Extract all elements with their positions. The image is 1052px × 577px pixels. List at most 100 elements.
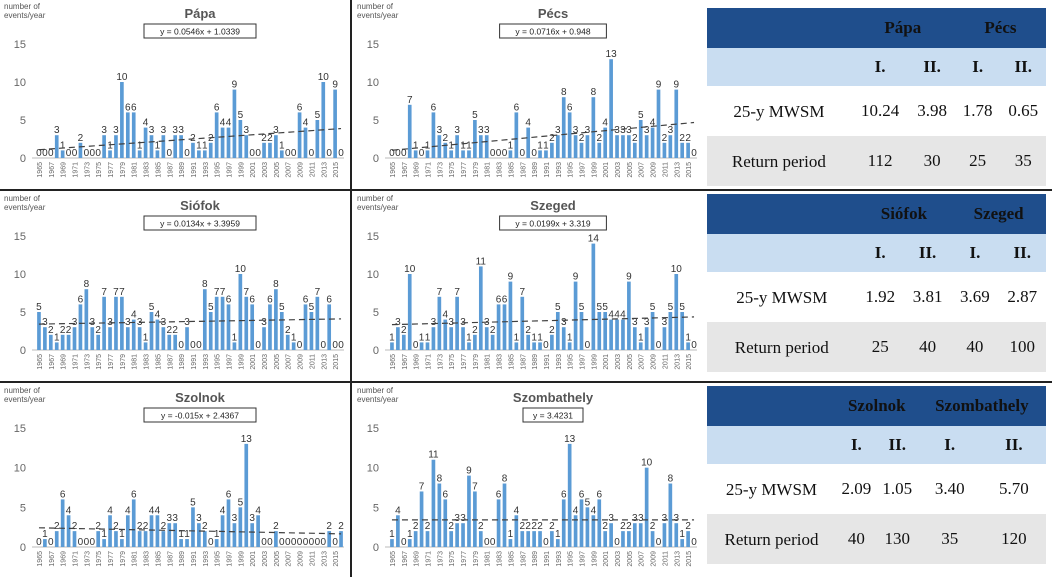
bar	[561, 327, 566, 350]
bar	[114, 531, 118, 547]
data-label: 0	[166, 148, 172, 159]
x-tick-label: 1967	[49, 162, 56, 178]
table-siofok-szeged: Siófok Szeged I. II. I. II. 25-y MWSM 1.92 3.8…	[707, 194, 1046, 372]
data-label: 9	[232, 80, 238, 91]
data-label: 0	[309, 148, 315, 159]
y-tick-label: 15	[14, 423, 26, 435]
bar	[262, 142, 266, 158]
data-label: 2	[549, 133, 555, 144]
data-label: 3	[172, 513, 178, 524]
bar	[579, 312, 584, 350]
data-label: 3	[431, 317, 437, 328]
bar	[155, 319, 160, 350]
bar	[125, 112, 130, 158]
data-label: 14	[588, 234, 600, 245]
bar	[478, 266, 483, 350]
x-tick-label: 1985	[508, 162, 515, 178]
x-tick-label: 2011	[662, 162, 669, 177]
data-label: 7	[437, 287, 443, 298]
data-label: 10	[404, 264, 416, 275]
data-label: 0	[496, 148, 502, 159]
bar	[244, 443, 249, 547]
cell: 112	[850, 136, 910, 186]
bar	[662, 142, 667, 158]
bar	[43, 327, 47, 350]
data-label: 1	[389, 529, 395, 540]
x-tick-label: 1993	[556, 354, 563, 370]
cell: 1.78	[954, 86, 1001, 136]
y-axis-label: number of	[4, 2, 41, 11]
data-label: 2	[95, 325, 101, 336]
data-label: 8	[273, 279, 279, 290]
x-tick-label: 1999	[591, 162, 598, 178]
data-label: 1	[555, 529, 561, 540]
x-tick-label: 1987	[167, 354, 174, 370]
data-label: 2	[161, 521, 167, 532]
bar	[401, 334, 406, 350]
x-tick-label: 2013	[321, 551, 328, 567]
bar	[538, 531, 542, 547]
x-tick-label: 1999	[591, 551, 598, 567]
x-tick-label: 1999	[591, 354, 598, 370]
bar	[425, 150, 430, 158]
data-label: 7	[243, 287, 249, 298]
bar	[333, 89, 337, 158]
x-tick-label: 1979	[120, 551, 127, 567]
data-label: 1	[155, 140, 161, 151]
data-label: 2	[267, 133, 273, 144]
bar	[550, 142, 554, 158]
x-tick-label: 2009	[298, 354, 305, 370]
bar	[96, 531, 101, 547]
x-tick-label: 1993	[556, 551, 563, 567]
bar	[143, 531, 148, 547]
bar	[149, 135, 154, 158]
data-label: 2	[549, 325, 555, 336]
data-label: 0	[320, 537, 326, 548]
bar	[627, 531, 631, 547]
data-label: 1	[137, 140, 143, 151]
bar	[644, 467, 649, 547]
bar	[232, 89, 237, 158]
data-label: 4	[255, 505, 261, 516]
cell: 25	[954, 136, 1001, 186]
x-tick-label: 1995	[215, 354, 222, 370]
bar	[60, 334, 65, 350]
bar	[425, 342, 430, 350]
bar	[502, 483, 507, 547]
data-label: 1	[202, 140, 208, 151]
bar	[120, 82, 124, 158]
data-label: 0	[484, 537, 490, 548]
data-label: 1	[466, 140, 472, 151]
x-tick-label: 1997	[227, 354, 234, 370]
bar	[274, 531, 278, 547]
data-label: 7	[419, 481, 425, 492]
row-label-mwsm: 25-y MWSM	[707, 86, 851, 136]
cell: 100	[998, 322, 1046, 372]
x-tick-label: 1975	[96, 162, 103, 178]
data-label: 0	[36, 537, 42, 548]
data-label: 3	[585, 125, 591, 136]
bar	[120, 539, 124, 547]
x-tick-label: 2009	[651, 162, 658, 178]
bar	[191, 507, 195, 547]
x-tick-label: 1981	[132, 162, 139, 178]
data-label: 4	[155, 505, 161, 516]
trend-line	[38, 127, 342, 151]
data-label: 0	[261, 537, 267, 548]
x-tick-label: 1977	[108, 551, 115, 567]
table-station-2: Szombathely	[917, 386, 1046, 426]
bar	[591, 515, 596, 547]
chart-title: Pécs	[538, 6, 568, 21]
data-label: 0	[585, 340, 591, 351]
bar	[250, 304, 255, 350]
data-label: 4	[442, 310, 448, 321]
data-label: 2	[650, 521, 656, 532]
data-label: 4	[525, 118, 531, 129]
bar	[461, 523, 465, 547]
x-tick-label: 1975	[449, 354, 456, 370]
x-tick-label: 1977	[108, 354, 115, 370]
data-label: 10	[235, 264, 247, 275]
x-tick-label: 2015	[686, 162, 693, 178]
data-label: 1	[184, 529, 190, 540]
data-label: 0	[315, 537, 321, 548]
